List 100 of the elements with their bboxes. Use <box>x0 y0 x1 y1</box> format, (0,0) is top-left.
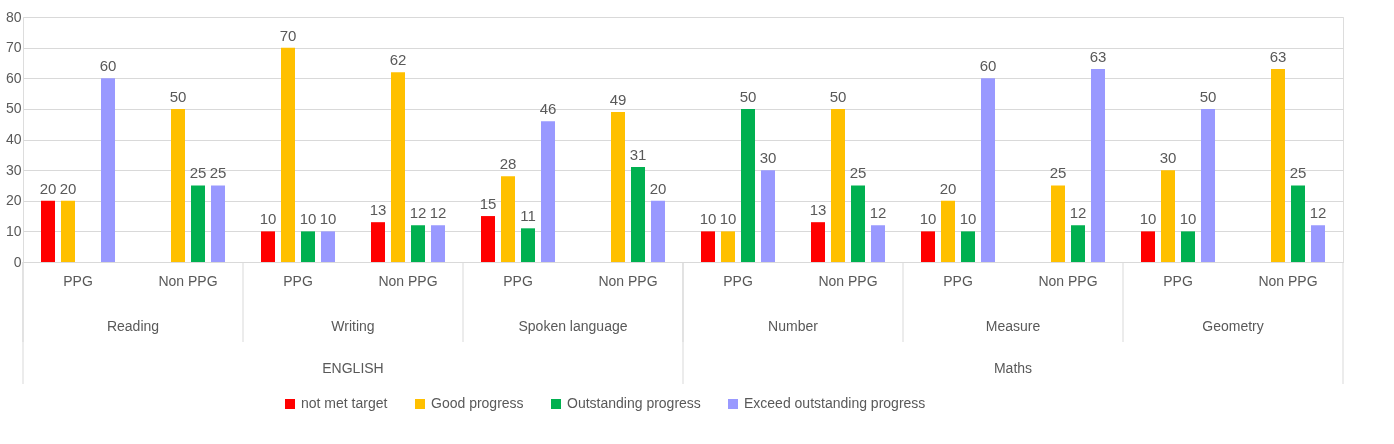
x-tick-label: Non PPG <box>1038 272 1098 289</box>
bar <box>721 231 735 262</box>
bar <box>1291 185 1305 262</box>
bar <box>321 231 335 262</box>
y-tick-label: 50 <box>5 100 22 117</box>
bar <box>301 231 315 262</box>
data-label: 12 <box>409 204 427 222</box>
y-tick-label: 80 <box>5 8 22 25</box>
data-label: 12 <box>1309 204 1327 222</box>
data-label: 50 <box>739 87 757 105</box>
data-label: 25 <box>209 164 227 182</box>
data-label: 50 <box>1199 87 1217 105</box>
text: Measure <box>985 318 1041 334</box>
text: Number <box>768 318 819 334</box>
bar <box>521 228 535 262</box>
legend-label: not met target <box>301 395 388 411</box>
data-label: 20 <box>59 179 77 197</box>
data-label: 10 <box>319 210 337 228</box>
data-label: 10 <box>259 210 277 228</box>
x-tick-label: Non PPG <box>378 272 438 289</box>
y-tick-label: 60 <box>5 69 22 86</box>
bar <box>631 167 645 262</box>
bar <box>1051 185 1065 262</box>
y-tick-label: 20 <box>5 192 22 209</box>
bar <box>981 78 995 262</box>
data-label: 20 <box>939 179 957 197</box>
data-label: 15 <box>479 195 497 213</box>
x-tick-label: Non PPG <box>1258 272 1318 289</box>
bar <box>961 231 975 262</box>
text: ENGLISH <box>322 360 384 376</box>
x-tick-label: PPG <box>723 272 753 289</box>
x-tick-label: Non PPG <box>158 272 218 289</box>
bar <box>941 200 955 262</box>
data-label: 70 <box>279 26 297 44</box>
bar <box>1271 69 1285 262</box>
bar <box>101 78 115 262</box>
bar <box>1161 170 1175 262</box>
x-tick-label: PPG <box>63 272 93 289</box>
bar <box>61 200 75 262</box>
data-label: 50 <box>169 87 187 105</box>
bar <box>921 231 935 262</box>
data-label: 50 <box>829 87 847 105</box>
data-label: 63 <box>1269 48 1287 66</box>
data-label: 12 <box>869 204 887 222</box>
x-tick-label: PPG <box>503 272 533 289</box>
text: Reading <box>106 318 160 334</box>
bar <box>1091 69 1105 262</box>
bar <box>391 72 405 262</box>
x-tick-label: PPG <box>943 272 973 289</box>
data-label: 20 <box>649 179 667 197</box>
text: Maths <box>993 360 1033 376</box>
x-tick-label: PPG <box>283 272 313 289</box>
data-label: 46 <box>539 100 557 118</box>
y-tick-label: 70 <box>5 39 22 56</box>
bar <box>1181 231 1195 262</box>
bar <box>741 108 755 262</box>
data-label: 20 <box>39 179 57 197</box>
bar <box>371 222 385 262</box>
bar <box>831 108 845 262</box>
bar <box>1071 225 1085 262</box>
text: Geometry <box>1202 318 1264 334</box>
x-tick-label: Non PPG <box>818 272 878 289</box>
data-label: 10 <box>699 210 717 228</box>
bar <box>1141 231 1155 262</box>
bar <box>701 231 715 262</box>
data-label: 30 <box>1159 149 1177 167</box>
data-label: 13 <box>809 201 827 219</box>
bar <box>431 225 445 262</box>
data-label: 25 <box>849 164 867 182</box>
data-label: 49 <box>609 90 627 108</box>
legend-label: Exceed outstanding progress <box>744 395 926 411</box>
y-tick-label: 10 <box>5 222 22 239</box>
data-label: 63 <box>1089 48 1107 66</box>
data-label: 10 <box>1179 210 1197 228</box>
data-label: 25 <box>1289 164 1307 182</box>
bar <box>1201 108 1215 262</box>
bar <box>871 225 885 262</box>
y-tick-label: 40 <box>5 131 22 147</box>
data-label: 60 <box>99 57 117 75</box>
text: Writing <box>331 318 375 334</box>
bar <box>261 231 275 262</box>
bar <box>191 185 205 262</box>
bar <box>761 170 775 262</box>
data-label: 12 <box>429 204 447 222</box>
data-label: 31 <box>629 146 647 164</box>
x-tick-label: PPG <box>1163 272 1193 289</box>
data-label: 25 <box>1049 164 1067 182</box>
text: Spoken language <box>518 318 628 334</box>
data-label: 12 <box>1069 204 1087 222</box>
x-tick-label: Non PPG <box>598 272 658 289</box>
data-label: 10 <box>919 210 937 228</box>
bar <box>851 185 865 262</box>
data-label: 62 <box>389 51 407 69</box>
legend-label: Good progress <box>431 395 524 411</box>
y-tick-label: 30 <box>5 161 22 178</box>
data-label: 10 <box>959 210 977 228</box>
bar <box>171 108 185 262</box>
bar <box>481 216 495 262</box>
data-label: 10 <box>299 210 317 228</box>
bar <box>411 225 425 262</box>
